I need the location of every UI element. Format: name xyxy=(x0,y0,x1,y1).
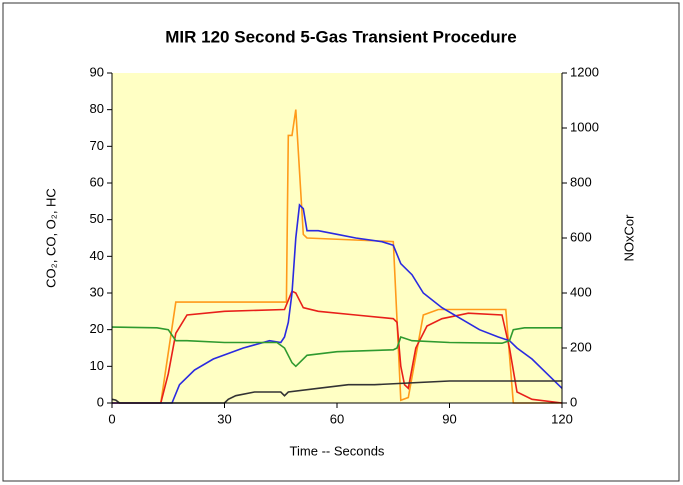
y-tick-label: 60 xyxy=(90,174,104,189)
y-tick-label: 50 xyxy=(90,211,104,226)
x-tick-label: 0 xyxy=(108,411,115,426)
y-tick-label: 90 xyxy=(90,64,104,79)
y-tick-label: 0 xyxy=(97,394,104,409)
series-line xyxy=(111,326,562,368)
y-tick-label: 20 xyxy=(90,321,104,336)
x-tick-label: 60 xyxy=(330,411,344,426)
y-axis-label: CO₂, CO, O₂, HC xyxy=(43,188,58,288)
chart-title: MIR 120 Second 5-Gas Transient Procedure xyxy=(165,27,516,46)
y2-tick-label: 1200 xyxy=(570,64,599,79)
x-tick-label: 30 xyxy=(217,411,231,426)
series-line xyxy=(112,203,563,404)
y2-tick-label: 800 xyxy=(570,174,592,189)
y-tick-label: 10 xyxy=(90,358,104,373)
x-tick-label: 90 xyxy=(442,411,456,426)
plot-area xyxy=(112,73,562,403)
series-line xyxy=(112,290,563,404)
series-line xyxy=(112,109,562,404)
y2-axis-label: NOxCor xyxy=(621,214,636,262)
y-tick-label: 30 xyxy=(90,284,104,299)
x-tick-label: 120 xyxy=(551,411,573,426)
y2-tick-label: 0 xyxy=(570,394,577,409)
y2-tick-label: 600 xyxy=(570,229,592,244)
y2-tick-label: 200 xyxy=(570,339,592,354)
y-tick-label: 40 xyxy=(90,248,104,263)
y2-tick-label: 1000 xyxy=(570,119,599,134)
y-tick-label: 80 xyxy=(90,101,104,116)
y2-tick-label: 400 xyxy=(570,284,592,299)
y-tick-label: 70 xyxy=(90,138,104,153)
x-axis-label: Time -- Seconds xyxy=(290,443,385,458)
